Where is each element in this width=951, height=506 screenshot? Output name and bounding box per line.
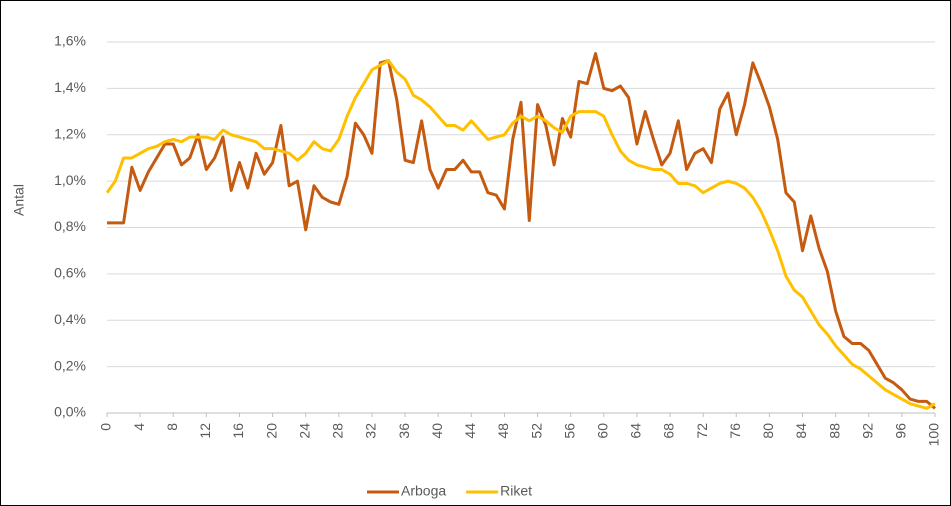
x-tick-label: 64 — [628, 423, 644, 439]
x-tick-label: 20 — [263, 423, 279, 439]
x-tick-label: 16 — [230, 423, 246, 439]
x-tick-label: 40 — [429, 423, 445, 439]
y-tick-label: 0,4% — [54, 311, 86, 327]
y-tick-label: 0,0% — [54, 404, 86, 420]
x-tick-label: 36 — [396, 423, 412, 439]
legend-label: Riket — [500, 483, 532, 499]
x-tick-label: 24 — [296, 423, 312, 439]
x-tick-label: 52 — [528, 423, 544, 439]
y-tick-label: 1,2% — [54, 125, 86, 141]
x-tick-label: 0 — [98, 423, 114, 431]
y-tick-label: 0,2% — [54, 357, 86, 373]
x-tick-label: 32 — [363, 423, 379, 439]
legend-label: Arboga — [401, 483, 446, 499]
x-tick-label: 44 — [462, 423, 478, 439]
x-tick-label: 56 — [561, 423, 577, 439]
series-line — [105, 59, 936, 410]
x-tick-label: 96 — [893, 423, 909, 439]
x-tick-label: 48 — [495, 423, 511, 439]
x-tick-label: 88 — [826, 423, 842, 439]
x-tick-label: 68 — [661, 423, 677, 439]
x-tick-label: 28 — [330, 423, 346, 439]
y-axis-label: Antal — [11, 184, 27, 216]
x-tick-label: 84 — [793, 423, 809, 439]
series-line — [107, 52, 936, 410]
y-tick-label: 1,0% — [54, 172, 86, 188]
x-tick-label: 12 — [197, 423, 213, 439]
x-tick-label: 80 — [760, 423, 776, 439]
y-tick-label: 1,4% — [54, 79, 86, 95]
x-tick-label: 92 — [859, 423, 875, 439]
x-tick-label: 8 — [164, 423, 180, 431]
x-tick-label: 100 — [926, 423, 942, 447]
y-tick-label: 0,8% — [54, 218, 86, 234]
y-tick-label: 1,6% — [54, 33, 86, 49]
y-tick-label: 0,6% — [54, 265, 86, 281]
x-tick-label: 4 — [131, 423, 147, 431]
x-tick-label: 60 — [595, 423, 611, 439]
x-tick-label: 76 — [727, 423, 743, 439]
x-tick-label: 72 — [694, 423, 710, 439]
